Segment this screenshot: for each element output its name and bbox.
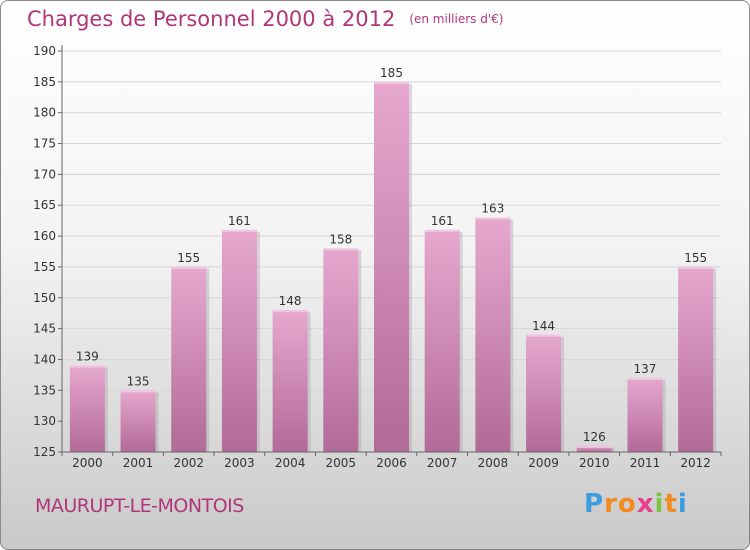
bar: [424, 229, 460, 452]
bar-value-label: 126: [583, 430, 606, 444]
bar-highlight: [475, 217, 511, 220]
y-tick-label: 125: [33, 445, 56, 459]
bar: [475, 217, 511, 452]
bar-highlight: [323, 248, 359, 251]
logo-letter: r: [604, 489, 618, 519]
bar-highlight: [576, 445, 612, 448]
x-tick-label: 2012: [680, 456, 711, 470]
bar-value-label: 158: [329, 232, 352, 246]
bar-highlight: [171, 266, 207, 269]
bar-highlight: [272, 310, 308, 313]
bar-highlight: [678, 266, 714, 269]
bar-highlight: [374, 81, 409, 84]
y-tick-label: 155: [33, 260, 56, 274]
x-tick-label: 2009: [528, 456, 559, 470]
bar-highlight: [120, 390, 156, 393]
y-tick-label: 165: [33, 198, 56, 212]
x-tick-label: 2003: [224, 456, 255, 470]
y-tick-label: 190: [33, 44, 56, 58]
logo-letter: P: [584, 489, 605, 519]
bar: [221, 229, 257, 452]
bar: [323, 248, 359, 452]
y-tick-label: 130: [33, 414, 56, 428]
bar: [627, 377, 663, 452]
x-tick-label: 2006: [376, 456, 407, 470]
bar-highlight: [221, 229, 257, 232]
y-tick-label: 170: [33, 167, 56, 181]
bar-value-label: 137: [634, 362, 657, 376]
y-tick-label: 180: [33, 106, 56, 120]
x-tick-label: 2011: [630, 456, 661, 470]
bar-value-label: 155: [684, 251, 707, 265]
x-tick-label: 2010: [579, 456, 610, 470]
bar: [374, 81, 409, 452]
logo-letter: i: [677, 489, 688, 519]
bar-value-label: 144: [532, 319, 555, 333]
y-tick-label: 160: [33, 229, 56, 243]
x-tick-label: 2001: [123, 456, 154, 470]
bar-highlight: [526, 334, 562, 337]
x-axis: 2000 2001 2002 2003 2004 2005 2006 2007 2008 2009…: [61, 451, 722, 470]
y-tick-label: 185: [33, 75, 56, 89]
bar: [272, 310, 308, 452]
logo-letter: i: [654, 489, 665, 519]
bar-value-label: 161: [228, 214, 251, 228]
bar-value-label: 161: [431, 214, 454, 228]
x-tick-label: 2000: [72, 456, 103, 470]
bar-value-label: 139: [76, 350, 99, 364]
bar-value-label: 135: [127, 374, 150, 388]
logo-letter: t: [664, 489, 678, 519]
chart-title: Charges de Personnel 2000 à 2012 (en mill…: [27, 7, 503, 31]
x-tick-label: 2008: [478, 456, 509, 470]
commune-name: MAURUPT-LE-MONTOIS: [35, 495, 244, 517]
y-tick-label: 175: [33, 137, 56, 151]
logo-letter: x: [636, 489, 655, 519]
proxiti-logo: Proxiti: [584, 489, 688, 519]
x-tick-label: 2005: [326, 456, 357, 470]
x-tick-label: 2002: [173, 456, 204, 470]
bar: [120, 390, 156, 452]
bar: [576, 445, 612, 452]
bars: 139 135 155 161 148 158 185 161 163 144 126 137 155: [69, 66, 717, 452]
bar-value-label: 155: [177, 251, 200, 265]
bar: [526, 334, 562, 452]
bar-highlight: [424, 229, 460, 232]
logo-letter: o: [617, 489, 637, 519]
bar-value-label: 163: [481, 202, 504, 216]
bar: [678, 266, 714, 452]
x-tick-label: 2004: [275, 456, 306, 470]
bar-highlight: [627, 377, 663, 380]
bar: [171, 266, 207, 452]
y-axis: 125 130 135 140 145 150 155 160 165 170 175 180 185 1…: [33, 44, 63, 459]
y-tick-label: 150: [33, 291, 56, 305]
y-tick-label: 140: [33, 352, 56, 366]
bar-value-label: 185: [380, 66, 403, 80]
unit-label: (en milliers d'€): [409, 12, 504, 26]
title-text: Charges de Personnel 2000 à 2012: [27, 7, 396, 31]
bar-value-label: 148: [279, 294, 302, 308]
bar-highlight: [69, 365, 105, 368]
y-tick-label: 135: [33, 383, 56, 397]
bar: [69, 365, 105, 452]
x-tick-label: 2007: [427, 456, 458, 470]
y-tick-label: 145: [33, 322, 56, 336]
